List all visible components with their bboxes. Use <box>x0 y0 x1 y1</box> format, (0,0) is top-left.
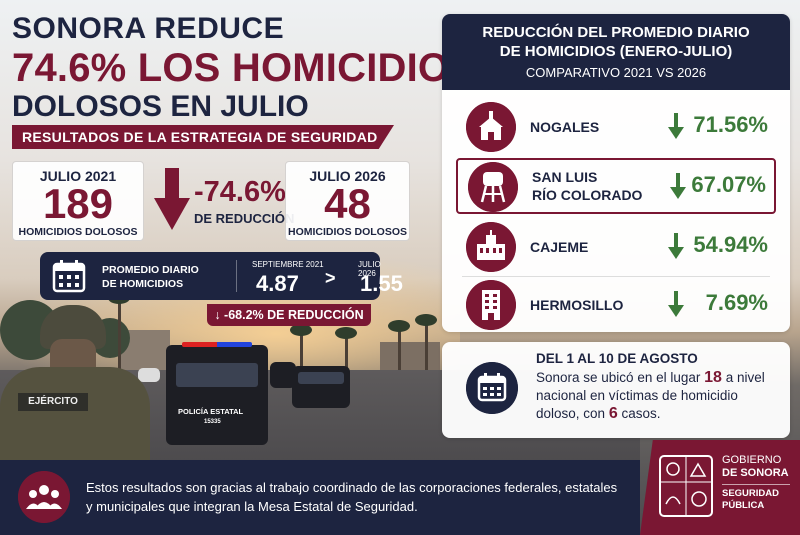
panel-title-line-1: REDUCCIÓN DEL PROMEDIO DIARIO <box>482 24 750 41</box>
background-car <box>138 368 160 382</box>
stat-value: 189 <box>42 180 114 227</box>
down-arrow-icon <box>668 233 684 259</box>
stat-label: JULIO 2026 <box>309 168 386 184</box>
from-month: SEPTIEMBRE 2021 <box>252 260 324 269</box>
police-truck: POLICÍA ESTATAL 15335 <box>166 342 268 445</box>
state-seal-icon <box>659 455 713 517</box>
soldier-body <box>0 367 150 465</box>
calendar-icon <box>52 260 86 293</box>
city-percent: 7.69% <box>705 290 768 315</box>
group-icon <box>18 471 70 523</box>
gov-line-2: DE SONORA <box>722 467 789 479</box>
daily-average-bar: PROMEDIO DIARIO DE HOMICIDIOS SEPTIEMBRE… <box>40 252 403 300</box>
panel-subtitle: COMPARATIVO 2021 VS 2026 <box>525 65 707 80</box>
city-percent: 67.07% <box>691 172 766 197</box>
city-percent: 71.56% <box>693 112 768 137</box>
headline-line-2: 74.6% LOS HOMICIDIOS <box>12 46 477 90</box>
august-ranking-box: DEL 1 AL 10 DE AGOSTO Sonora se ubicó en… <box>442 342 790 438</box>
palm-tree <box>290 324 312 372</box>
government-building-icon <box>466 222 516 272</box>
city-name: SAN LUIS RÍO COLORADO <box>532 168 642 204</box>
divider <box>236 260 237 292</box>
footer-band: Estos resultados son gracias al trabajo … <box>0 460 640 535</box>
windshield <box>176 363 258 387</box>
city-name: NOGALES <box>530 119 600 135</box>
city-row-nogales: NOGALES 71.56% <box>456 101 776 153</box>
chevron-right-icon: > <box>325 268 336 288</box>
daily-average-label-line-2: DE HOMICIDIOS <box>102 278 184 290</box>
subtitle-text: RESULTADOS DE LA ESTRATEGIA DE SEGURIDAD <box>22 129 378 145</box>
gov-line-4: PÚBLICA <box>722 500 765 511</box>
soldier-figure: EJÉRCITO <box>0 305 150 465</box>
august-rank: 18 <box>704 369 722 386</box>
soldier-tag: EJÉRCITO <box>18 393 88 411</box>
office-tower-icon <box>466 280 516 330</box>
windshield <box>298 372 344 384</box>
down-arrow-icon <box>154 168 190 230</box>
to-value: 1.55 <box>360 271 403 296</box>
panel-title-line-2: DE HOMICIDIOS (ENERO-JULIO) <box>499 43 733 60</box>
down-arrow-icon <box>670 173 686 199</box>
august-text-b: a nivel nacional en víctimas de homicidi… <box>536 370 765 421</box>
stat-label: JULIO 2021 <box>39 168 117 184</box>
truck-label: POLICÍA ESTATAL <box>178 407 244 416</box>
police-truck-far <box>270 362 296 388</box>
daily-average-label: PROMEDIO DIARIO DE HOMICIDIOS <box>102 263 199 291</box>
gov-department: SEGURIDAD PÚBLICA <box>722 488 779 512</box>
truck-number: 15335 <box>204 419 221 425</box>
city-name-line-2: RÍO COLORADO <box>532 187 643 203</box>
palm-tree <box>388 320 410 372</box>
august-text: Sonora se ubicó en el lugar 18 a nivel n… <box>536 369 781 423</box>
headline-line-1: SONORA REDUCE <box>12 12 285 45</box>
footer-text: Estos resultados son gracias al trabajo … <box>86 480 618 514</box>
reduction-caption: DE REDUCCIÓN <box>194 211 295 226</box>
to-month: JULIO 2026 <box>358 260 381 278</box>
background-building <box>380 342 440 372</box>
gov-divider <box>722 484 790 485</box>
from-value: 4.87 <box>256 271 299 296</box>
stat-caption: HOMICIDIOS DOLOSOS <box>18 226 138 238</box>
august-title: DEL 1 AL 10 DE AGOSTO <box>536 351 698 366</box>
down-arrow-icon <box>668 291 684 317</box>
row-divider <box>462 276 770 277</box>
gov-line-3: SEGURIDAD <box>722 488 780 499</box>
stat-july-2026: JULIO 2026 48 HOMICIDIOS DOLOSOS <box>285 161 410 241</box>
gov-line-1: GOBIERNO <box>722 454 782 466</box>
police-truck-small <box>292 366 350 408</box>
water-tower-icon <box>468 162 518 212</box>
city-row-san-luis-rio-colorado: SAN LUIS RÍO COLORADO 67.07% <box>456 158 776 214</box>
city-name-line-1: SAN LUIS <box>532 169 598 185</box>
stat-value: 48 <box>324 180 371 227</box>
august-text-c: casos. <box>621 406 661 421</box>
city-name: CAJEME <box>530 239 589 255</box>
down-arrow-icon <box>668 113 684 139</box>
city-row-cajeme: CAJEME 54.94% <box>456 221 776 273</box>
stat-july-2021: JULIO 2021 189 HOMICIDIOS DOLOSOS <box>12 161 144 241</box>
city-reduction-panel: REDUCCIÓN DEL PROMEDIO DIARIO DE HOMICID… <box>442 14 790 332</box>
daily-average-label-line-1: PROMEDIO DIARIO <box>102 264 199 276</box>
panel-header: REDUCCIÓN DEL PROMEDIO DIARIO DE HOMICID… <box>442 14 790 90</box>
city-row-hermosillo: HERMOSILLO 7.69% <box>456 279 776 331</box>
light-bar <box>182 342 252 347</box>
palm-tree <box>335 327 357 373</box>
city-name: HERMOSILLO <box>530 297 624 313</box>
calendar-icon <box>466 362 518 414</box>
reduction-percent: -74.6% <box>194 176 286 208</box>
city-percent: 54.94% <box>693 232 768 257</box>
palm-tree <box>415 314 437 372</box>
church-icon <box>466 102 516 152</box>
subtitle-band: RESULTADOS DE LA ESTRATEGIA DE SEGURIDAD <box>12 125 394 149</box>
government-logo-block: GOBIERNO DE SONORA SEGURIDAD PÚBLICA <box>640 440 800 535</box>
august-cases: 6 <box>608 405 618 422</box>
daily-reduction-badge: ↓ -68.2% DE REDUCCIÓN <box>207 304 371 326</box>
headline-line-3: DOLOSOS EN JULIO <box>12 90 309 123</box>
august-text-a: Sonora se ubicó en el lugar <box>536 370 701 385</box>
stat-caption: HOMICIDIOS DOLOSOS <box>287 226 407 238</box>
headline: SONORA REDUCE 74.6% LOS HOMICIDIOS DOLOS… <box>12 12 476 124</box>
